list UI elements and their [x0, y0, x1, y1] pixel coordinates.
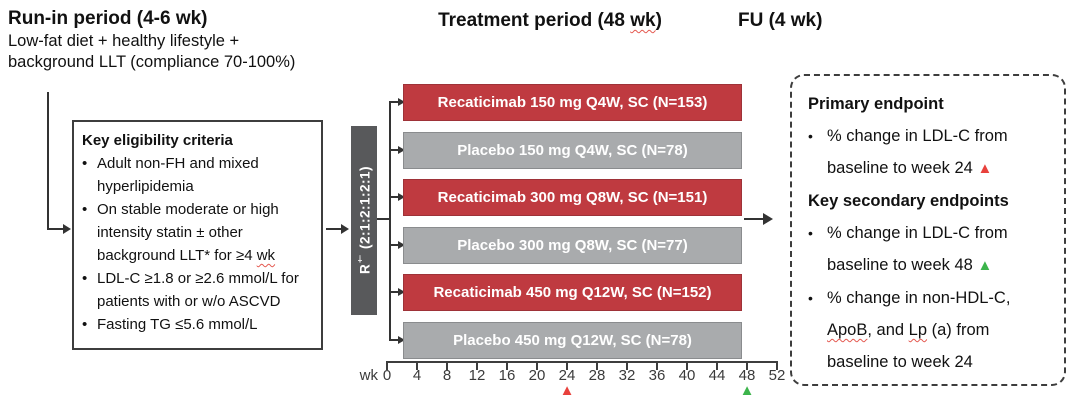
- secondary-endpoint-1-text: % change in LDL-C from baseline to week …: [827, 217, 1052, 282]
- randomization-stub-line: [377, 218, 390, 220]
- follow-up-title: FU (4 wk): [738, 10, 823, 31]
- primary-endpoint-text: % change in LDL-C from baseline to week …: [827, 120, 1052, 185]
- axis-tick-label: 32: [618, 367, 636, 384]
- branch-arrow-icon: [389, 241, 405, 249]
- arrowhead-icon: [63, 224, 71, 234]
- run-in-period-title: Run-in period (4-6 wk): [8, 8, 208, 29]
- eligibility-bullet-2-text: On stable moderate or high intensity sta…: [97, 198, 313, 267]
- treatment-arms: Recaticimab 150 mg Q4W, SC (N=153) Place…: [403, 84, 742, 359]
- axis-tick-label: 0: [382, 367, 392, 384]
- run-in-connector-vertical-line: [47, 92, 49, 230]
- arm-bar-placebo-150: Placebo 150 mg Q4W, SC (N=78): [403, 131, 742, 169]
- bullet-icon: •: [82, 201, 88, 218]
- axis-tick-label: 16: [498, 367, 516, 384]
- eligibility-title: Key eligibility criteria: [82, 132, 233, 149]
- randomization-box: R† (2:1:2:1:2:1): [351, 126, 377, 315]
- secondary-endpoint-1-main: % change in LDL-C from baseline to week …: [827, 224, 1008, 274]
- run-in-subtitle-line2: background LLT (compliance 70-100%): [8, 53, 296, 71]
- secondary-endpoint-2-s1: % change in non-HDL-C,: [827, 289, 1011, 307]
- axis-tick-label: 48: [738, 367, 756, 384]
- secondary-endpoints-title: Key secondary endpoints: [808, 192, 1009, 210]
- branch-arrow-icon: [389, 336, 405, 344]
- axis-tick-label: 44: [708, 367, 726, 384]
- eligibility-to-randomization-line: [326, 228, 342, 230]
- branch-arrow-icon: [389, 146, 405, 154]
- eligibility-bullet-4-text: Fasting TG ≤5.6 mmol/L: [97, 316, 258, 333]
- red-triangle-icon: ▲: [977, 160, 993, 177]
- week-axis-ticks: [372, 361, 792, 370]
- secondary-endpoint-bullet-2: • % change in non-HDL-C, ApoB, and Lp (a…: [808, 282, 1052, 378]
- arm-bar-placebo-300: Placebo 300 mg Q8W, SC (N=77): [403, 226, 742, 264]
- run-in-connector-horizontal-line: [47, 228, 64, 230]
- eligibility-bullet-4: • Fasting TG ≤5.6 mmol/L: [82, 313, 313, 336]
- arms-to-endpoints-line: [744, 218, 764, 220]
- run-in-period-subtitle: Low-fat diet + healthy lifestyle + backg…: [8, 31, 295, 73]
- bullet-icon: •: [808, 225, 813, 241]
- branch-arrow-icon: [389, 288, 405, 296]
- axis-tick-label: 8: [442, 367, 452, 384]
- treatment-title-paren: ): [655, 10, 662, 31]
- arrowhead-icon: [763, 213, 773, 225]
- eligibility-bullet-2: • On stable moderate or high intensity s…: [82, 198, 313, 267]
- primary-endpoint-bullet: • % change in LDL-C from baseline to wee…: [808, 120, 1052, 185]
- primary-endpoint-title: Primary endpoint: [808, 95, 944, 113]
- endpoints-box: Primary endpoint • % change in LDL-C fro…: [790, 74, 1066, 386]
- arm-bar-recaticimab-300: Recaticimab 300 mg Q8W, SC (N=151): [403, 179, 742, 216]
- arm-bar-placebo-450: Placebo 450 mg Q12W, SC (N=78): [403, 321, 742, 359]
- bullet-icon: •: [808, 128, 813, 144]
- eligibility-bullet-3-text: LDL-C ≥1.8 or ≥2.6 mmol/L for patients w…: [97, 270, 299, 310]
- bullet-icon: •: [82, 270, 88, 287]
- axis-tick-label: 20: [528, 367, 546, 384]
- arm-bar-recaticimab-150: Recaticimab 150 mg Q4W, SC (N=153): [403, 84, 742, 121]
- axis-tick-label: 12: [468, 367, 486, 384]
- green-triangle-icon: ▲: [977, 257, 993, 274]
- bullet-icon: •: [808, 290, 813, 306]
- treatment-title-text: Treatment period (48: [438, 10, 631, 31]
- randomization-dagger: †: [355, 253, 366, 265]
- eligibility-bullet-1: • Adult non-FH and mixed hyperlipidemia: [82, 152, 313, 198]
- eligibility-bullet-2-main: On stable moderate or high intensity sta…: [97, 201, 279, 264]
- secondary-endpoint-bullet-1: • % change in LDL-C from baseline to wee…: [808, 217, 1052, 282]
- secondary-endpoint-2-apob: ApoB: [827, 321, 868, 339]
- axis-tick-label: 24: [558, 367, 576, 384]
- branch-trunk-line: [389, 101, 391, 341]
- week48-green-triangle-icon: ▲: [739, 382, 755, 399]
- primary-endpoint-main: % change in LDL-C from baseline to week …: [827, 127, 1008, 177]
- treatment-period-title: Treatment period (48 wk): [380, 10, 720, 32]
- treatment-title-wk: wk: [630, 10, 656, 31]
- bullet-icon: •: [82, 316, 88, 333]
- week-axis-labels: 0 4 8 12 16 20 24 28 32 36 40 44 48 52: [372, 367, 792, 384]
- eligibility-bullet-3: • LDL-C ≥1.8 or ≥2.6 mmol/L for patients…: [82, 267, 313, 313]
- secondary-endpoint-2-text: % change in non-HDL-C, ApoB, and Lp (a) …: [827, 282, 1052, 378]
- eligibility-bullet-2-wk: wk: [256, 247, 276, 264]
- arm-bar-recaticimab-450: Recaticimab 450 mg Q12W, SC (N=152): [403, 274, 742, 311]
- week24-red-triangle-icon: ▲: [559, 382, 575, 399]
- eligibility-bullet-1-text: Adult non-FH and mixed hyperlipidemia: [97, 155, 259, 195]
- axis-tick-label: 36: [648, 367, 666, 384]
- randomization-label: R† (2:1:2:1:2:1): [355, 166, 373, 274]
- arrowhead-icon: [341, 224, 349, 234]
- secondary-endpoint-2-s3: , and: [867, 321, 909, 339]
- branch-arrow-icon: [389, 193, 405, 201]
- bullet-icon: •: [82, 155, 88, 172]
- branch-arrow-icon: [389, 98, 405, 106]
- axis-tick-label: 40: [678, 367, 696, 384]
- secondary-endpoint-2-lp: Lp: [908, 321, 928, 339]
- week-axis-unit-label: wk: [359, 367, 378, 384]
- run-in-subtitle-line1: Low-fat diet + healthy lifestyle +: [8, 32, 240, 50]
- axis-tick-label: 4: [412, 367, 422, 384]
- axis-tick-label: 28: [588, 367, 606, 384]
- axis-tick-label: 52: [768, 367, 786, 384]
- randomization-ratio: (2:1:2:1:2:1): [357, 166, 373, 254]
- eligibility-criteria-box: Key eligibility criteria • Adult non-FH …: [72, 120, 323, 350]
- week-axis-line: [386, 361, 778, 363]
- secondary-endpoint-2-s5: (a) from baseline to week 24: [827, 321, 990, 371]
- randomization-r: R: [357, 264, 373, 275]
